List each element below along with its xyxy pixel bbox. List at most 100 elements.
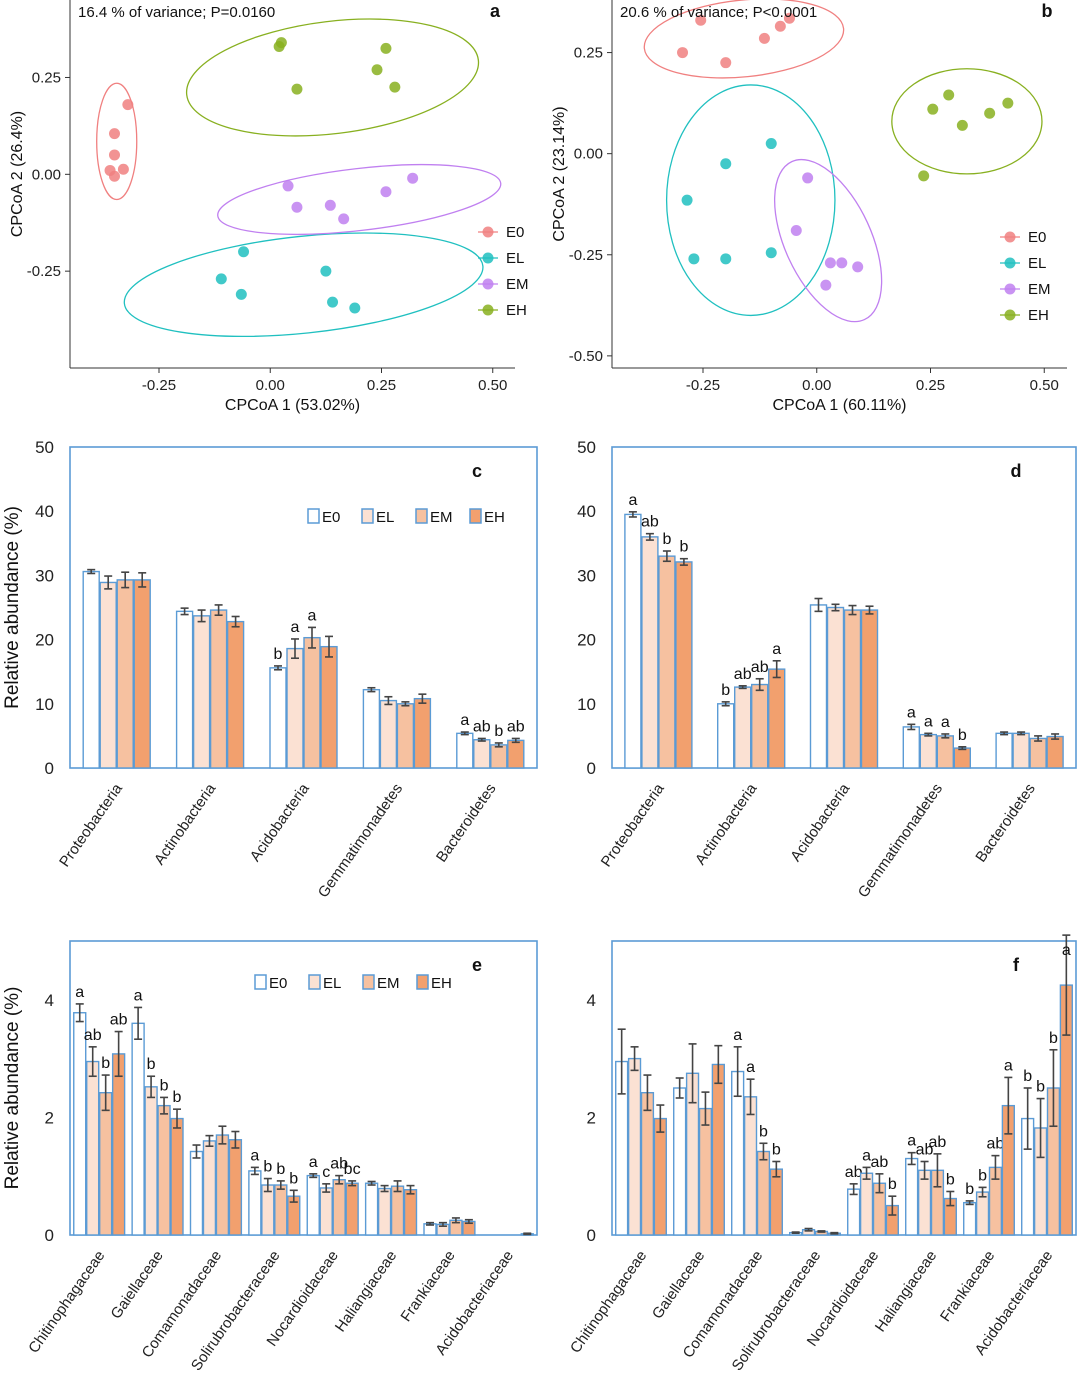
point-EM bbox=[380, 186, 392, 198]
ellipse-E0 bbox=[96, 82, 138, 201]
bar-EH bbox=[320, 645, 338, 769]
significance-letter: b bbox=[160, 1077, 169, 1094]
bar-EM bbox=[936, 735, 954, 769]
legend-dot-E0 bbox=[482, 226, 494, 238]
bar-EM bbox=[274, 1184, 288, 1236]
y-tick-label: 30 bbox=[35, 566, 54, 585]
legend-swatch-EH bbox=[469, 508, 482, 524]
category-label: Chitinophagaceae bbox=[567, 1248, 650, 1357]
legend-swatch-E0 bbox=[254, 974, 267, 990]
panel-letter: b bbox=[1042, 1, 1053, 21]
point-EL bbox=[320, 265, 332, 277]
bar-E0 bbox=[131, 1022, 145, 1236]
category-label: Proteobacteria bbox=[598, 780, 668, 870]
ellipse-EL bbox=[665, 84, 836, 317]
bar-EM bbox=[658, 555, 676, 769]
category-label: Haliangiaceae bbox=[332, 1248, 400, 1336]
bar-E0 bbox=[248, 1170, 262, 1236]
significance-letter: c bbox=[322, 1164, 330, 1181]
legend-label-EH: EH bbox=[431, 975, 452, 992]
bar-EM bbox=[490, 744, 508, 769]
bar-EL bbox=[743, 1096, 758, 1236]
y-tick-label: 2 bbox=[45, 1108, 54, 1127]
bar-EM bbox=[303, 636, 321, 769]
bar-EM bbox=[157, 1104, 171, 1236]
bar-EH bbox=[345, 1182, 359, 1236]
significance-letter: b bbox=[888, 1176, 897, 1193]
bar-EM bbox=[640, 1092, 655, 1236]
bar-E0 bbox=[963, 1201, 977, 1236]
y-tick-label: -0.25 bbox=[27, 263, 61, 280]
bar-EL bbox=[319, 1187, 333, 1236]
significance-letter: b bbox=[147, 1056, 156, 1073]
bar-EM bbox=[396, 703, 415, 769]
significance-letter: a bbox=[134, 987, 143, 1004]
y-tick-label: 20 bbox=[35, 631, 54, 650]
x-tick-label: 0.50 bbox=[1030, 377, 1059, 394]
y-tick-label: 4 bbox=[45, 991, 54, 1010]
point-E0 bbox=[774, 20, 786, 32]
legend-swatch-EL bbox=[361, 508, 374, 524]
point-EM bbox=[291, 201, 303, 213]
bar-EM bbox=[751, 683, 769, 769]
point-E0 bbox=[720, 57, 732, 69]
significance-letter: b bbox=[494, 723, 503, 740]
y-tick-label: 40 bbox=[35, 502, 54, 521]
significance-letter: a bbox=[862, 1147, 871, 1164]
bar-EL bbox=[975, 1191, 990, 1236]
x-tick-label: 0.00 bbox=[256, 377, 285, 394]
category-label: Haliangiaceae bbox=[872, 1248, 940, 1336]
bar-EH bbox=[226, 620, 245, 769]
category-label: Bacteroidetes bbox=[433, 781, 500, 866]
significance-letter: a bbox=[628, 492, 637, 509]
category-label: Actinobacteria bbox=[692, 780, 761, 868]
legend-label-EL: EL bbox=[376, 509, 394, 526]
legend-dot-EH bbox=[1004, 309, 1016, 321]
bar-EM bbox=[698, 1107, 713, 1236]
point-EH bbox=[918, 170, 930, 182]
significance-letter: a bbox=[75, 984, 84, 1001]
bar-E0 bbox=[269, 667, 287, 769]
significance-letter: ab bbox=[84, 1027, 102, 1044]
bar-EH bbox=[953, 747, 971, 769]
x-axis-label: CPCoA 1 (53.02%) bbox=[225, 397, 360, 414]
bar-EM bbox=[756, 1150, 771, 1236]
significance-letter: ab bbox=[987, 1136, 1005, 1153]
significance-letter: a bbox=[924, 713, 933, 730]
significance-letter: b bbox=[263, 1159, 272, 1176]
significance-letter: b bbox=[276, 1161, 285, 1178]
point-E0 bbox=[758, 32, 770, 44]
point-EL bbox=[238, 246, 250, 258]
x-tick-label: 0.25 bbox=[916, 377, 945, 394]
category-label: Acidobacteria bbox=[787, 780, 853, 865]
significance-letter: a bbox=[733, 1027, 742, 1044]
bar-EM bbox=[332, 1179, 346, 1236]
category-label: Gemmatimonadetes bbox=[855, 781, 946, 901]
ellipse-EH bbox=[891, 68, 1043, 175]
x-tick-label: 0.00 bbox=[802, 377, 831, 394]
bar-E0 bbox=[73, 1012, 87, 1236]
y-axis-label: CPCoA 2 (23.14%) bbox=[551, 106, 568, 241]
significance-letter: ab bbox=[473, 718, 491, 735]
panel-letter: c bbox=[472, 461, 482, 481]
significance-letter: ab bbox=[507, 718, 525, 735]
bar-E0 bbox=[847, 1188, 861, 1236]
significance-letter: b bbox=[679, 539, 688, 556]
variance-annotation: 20.6 % of variance; P<0.0001 bbox=[620, 4, 817, 21]
point-EM bbox=[820, 279, 832, 291]
point-EH bbox=[380, 42, 392, 54]
bar-EM bbox=[215, 1134, 230, 1236]
legend-label-EL: EL bbox=[1028, 255, 1046, 272]
bar-E0 bbox=[902, 726, 920, 769]
y-tick-label: 0 bbox=[587, 1226, 596, 1245]
bar-EL bbox=[192, 615, 211, 769]
panel-e: 024 aabbabChitinophagaceaeabbbGaiellaceae… bbox=[2, 940, 538, 1374]
bar-EL bbox=[99, 581, 117, 769]
significance-letter: b bbox=[978, 1167, 987, 1184]
point-EH bbox=[927, 103, 939, 115]
bar-EL bbox=[377, 1187, 392, 1236]
point-EL bbox=[349, 302, 361, 314]
bar-EH bbox=[111, 1053, 126, 1236]
point-EL bbox=[765, 138, 777, 150]
